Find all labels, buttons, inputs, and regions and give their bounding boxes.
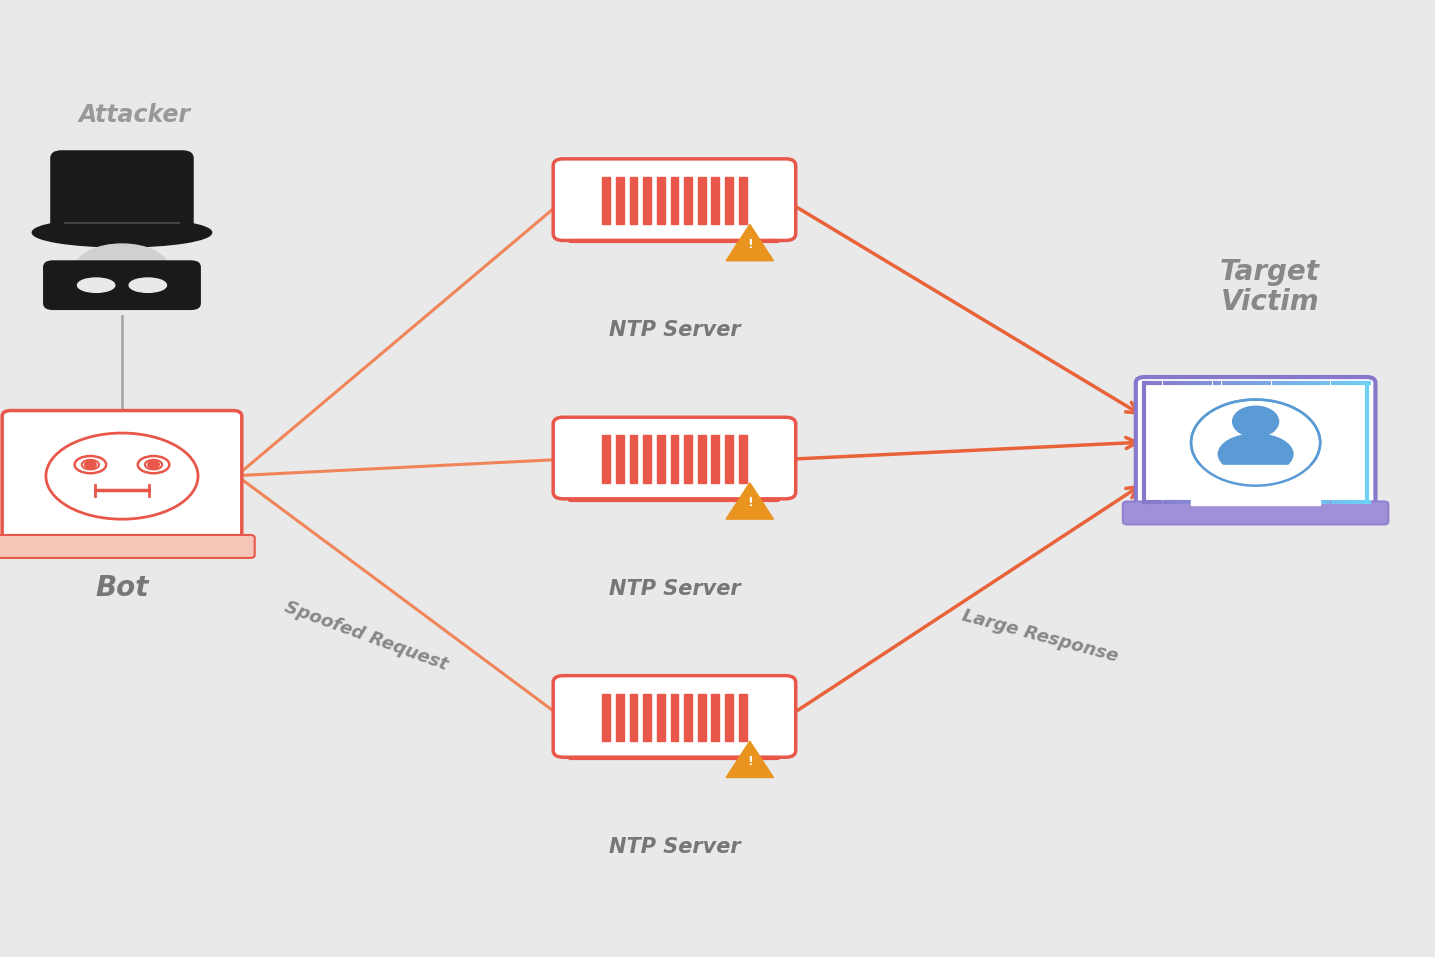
Ellipse shape <box>145 459 162 470</box>
Bar <box>684 435 692 482</box>
Polygon shape <box>726 482 773 519</box>
Bar <box>739 694 746 741</box>
Bar <box>657 694 664 741</box>
FancyBboxPatch shape <box>1137 377 1375 508</box>
Text: !: ! <box>746 755 753 768</box>
FancyBboxPatch shape <box>1148 386 1363 500</box>
Text: !: ! <box>746 497 753 509</box>
Text: Large Response: Large Response <box>960 607 1121 666</box>
Bar <box>725 694 733 741</box>
Bar <box>643 435 651 482</box>
Text: Target
Victim: Target Victim <box>1220 257 1320 316</box>
Bar <box>697 694 706 741</box>
FancyBboxPatch shape <box>3 411 241 542</box>
FancyBboxPatch shape <box>552 676 795 757</box>
Bar <box>670 435 679 482</box>
Bar <box>1191 464 1320 505</box>
FancyBboxPatch shape <box>50 150 194 237</box>
FancyBboxPatch shape <box>552 159 795 240</box>
Bar <box>725 435 733 482</box>
Bar <box>603 177 610 224</box>
Text: NTP Server: NTP Server <box>608 321 740 340</box>
Bar <box>712 435 719 482</box>
Circle shape <box>1233 406 1279 436</box>
Circle shape <box>148 461 159 468</box>
Bar <box>684 177 692 224</box>
Ellipse shape <box>75 456 106 473</box>
Bar <box>603 694 610 741</box>
Bar <box>670 177 679 224</box>
Bar <box>697 435 706 482</box>
Bar <box>630 694 637 741</box>
Bar <box>712 177 719 224</box>
FancyBboxPatch shape <box>1124 501 1388 524</box>
Bar <box>725 177 733 224</box>
Bar <box>697 177 706 224</box>
FancyBboxPatch shape <box>0 535 255 558</box>
Text: Bot: Bot <box>95 574 149 602</box>
Ellipse shape <box>76 244 169 292</box>
Bar <box>630 177 637 224</box>
Ellipse shape <box>129 278 166 293</box>
Circle shape <box>85 461 96 468</box>
Ellipse shape <box>33 218 212 247</box>
Ellipse shape <box>82 459 99 470</box>
FancyBboxPatch shape <box>552 417 795 499</box>
Text: Attacker: Attacker <box>79 102 191 127</box>
Ellipse shape <box>1218 434 1293 474</box>
FancyBboxPatch shape <box>43 260 201 310</box>
Bar <box>670 694 679 741</box>
Text: !: ! <box>746 238 753 251</box>
Bar <box>616 177 624 224</box>
Bar <box>657 177 664 224</box>
Bar <box>712 694 719 741</box>
Text: NTP Server: NTP Server <box>608 579 740 598</box>
Bar <box>616 694 624 741</box>
Text: NTP Server: NTP Server <box>608 837 740 857</box>
Bar <box>643 177 651 224</box>
Ellipse shape <box>138 456 169 473</box>
Bar <box>643 694 651 741</box>
Bar <box>603 435 610 482</box>
Ellipse shape <box>77 278 115 293</box>
Bar <box>739 435 746 482</box>
Text: Spoofed Request: Spoofed Request <box>281 598 451 675</box>
Polygon shape <box>726 741 773 777</box>
Bar <box>616 435 624 482</box>
Bar <box>684 694 692 741</box>
Bar <box>630 435 637 482</box>
Bar <box>657 435 664 482</box>
Ellipse shape <box>46 433 198 520</box>
Bar <box>739 177 746 224</box>
Polygon shape <box>726 224 773 260</box>
